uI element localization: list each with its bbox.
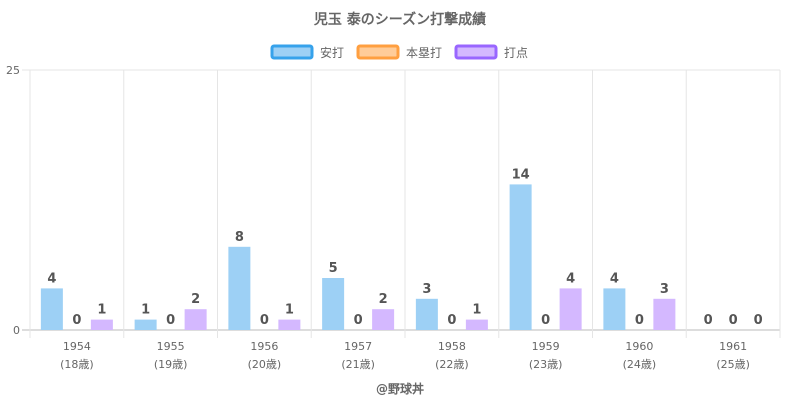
- x-tick-sublabel: (22歳): [435, 358, 469, 371]
- bar: [559, 288, 582, 330]
- x-tick-sublabel: (18歳): [60, 358, 94, 371]
- legend-label: 安打: [320, 45, 344, 60]
- x-tick-label: 1961: [719, 340, 747, 353]
- bar: [228, 246, 251, 330]
- legend-swatch: [454, 44, 498, 60]
- data-label: 0: [72, 313, 81, 328]
- bar: [603, 288, 626, 330]
- data-label: 3: [660, 282, 669, 297]
- x-tick-label: 1956: [250, 340, 278, 353]
- data-label: 3: [422, 282, 431, 297]
- data-label: 2: [379, 292, 388, 307]
- x-tick-sublabel: (24歳): [623, 358, 657, 371]
- x-tick-sublabel: (23歳): [529, 358, 563, 371]
- bars: [40, 184, 676, 330]
- bar: [134, 319, 157, 330]
- bar: [90, 319, 113, 330]
- y-tick-label: 25: [6, 64, 20, 77]
- grid: [22, 69, 781, 338]
- x-tick-sublabel: (19歳): [154, 358, 188, 371]
- bar: [372, 309, 395, 330]
- data-label: 1: [472, 303, 481, 318]
- data-label: 0: [729, 313, 738, 328]
- legend-item[interactable]: 本塁打: [356, 44, 442, 60]
- data-label: 4: [566, 271, 575, 286]
- data-label: 0: [704, 313, 713, 328]
- bar: [509, 184, 532, 330]
- data-label: 0: [754, 313, 763, 328]
- data-label: 0: [635, 313, 644, 328]
- data-label: 1: [285, 303, 294, 318]
- legend-item[interactable]: 安打: [270, 44, 344, 60]
- x-tick-label: 1958: [438, 340, 466, 353]
- data-label: 0: [447, 313, 456, 328]
- y-axis: 0 25: [6, 64, 20, 337]
- data-label: 0: [260, 313, 269, 328]
- legend-label: 本塁打: [406, 46, 442, 60]
- data-label: 0: [541, 313, 550, 328]
- data-label: 1: [97, 303, 106, 318]
- data-label: 4: [610, 271, 619, 286]
- data-label: 0: [354, 313, 363, 328]
- x-tick-label: 1960: [625, 340, 653, 353]
- x-tick-label: 1954: [63, 340, 91, 353]
- x-tick-sublabel: (25歳): [716, 358, 750, 371]
- data-label: 2: [191, 292, 200, 307]
- x-tick-label: 1955: [157, 340, 185, 353]
- data-label: 5: [329, 261, 338, 276]
- x-tick-sublabel: (21歳): [341, 358, 375, 371]
- legend-item[interactable]: 打点: [454, 44, 528, 60]
- bar: [278, 319, 301, 330]
- x-tick-sublabel: (20歳): [248, 358, 282, 371]
- data-label: 0: [166, 313, 175, 328]
- bar: [322, 278, 345, 330]
- x-axis: 1954 (18歳) 1955 (19歳) 1956 (20歳) 1957 (21歳) 1958…: [60, 340, 750, 371]
- bar: [653, 298, 676, 330]
- bar: [40, 288, 63, 330]
- x-tick-label: 1957: [344, 340, 372, 353]
- data-label: 1: [141, 303, 150, 318]
- bar: [415, 298, 438, 330]
- chart-title: 児玉 泰のシーズン打撃成績: [313, 11, 486, 28]
- bar: [465, 319, 488, 330]
- data-label: 14: [512, 167, 530, 182]
- legend: 安打 本塁打 打点: [270, 44, 528, 60]
- legend-swatch: [356, 44, 400, 60]
- legend-swatch: [270, 44, 314, 60]
- credit-text: @野球丼: [376, 381, 424, 396]
- legend-label: 打点: [504, 46, 528, 60]
- bar: [184, 309, 207, 330]
- y-tick-label: 0: [13, 324, 20, 337]
- data-label: 4: [47, 271, 56, 286]
- x-tick-label: 1959: [532, 340, 560, 353]
- data-label: 8: [235, 230, 244, 245]
